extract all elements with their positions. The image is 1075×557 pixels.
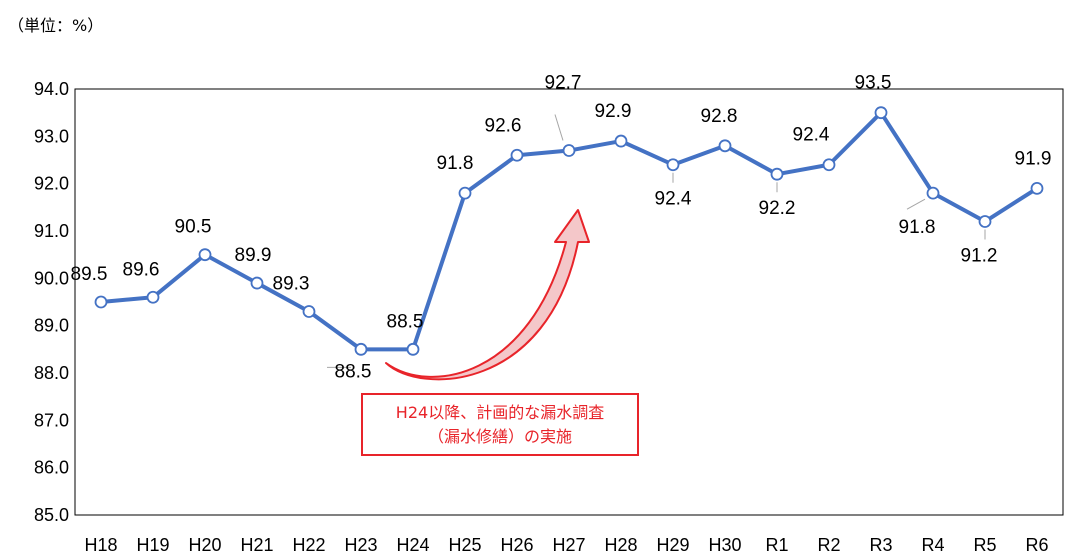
data-point-marker [406,342,420,356]
data-label: 92.4 [655,189,692,210]
data-label: 88.5 [387,311,424,332]
curved-arrow-icon [385,209,590,381]
y-tick-label: 85.0 [34,505,69,525]
data-point-marker [250,276,264,290]
data-point-marker [718,139,732,153]
data-point-marker [1030,181,1044,195]
unit-label: （単位：%） [8,16,104,35]
x-tick-label: H22 [292,535,325,555]
x-tick-label: H19 [136,535,169,555]
curved-arrow-shape [385,209,590,381]
annotation-line-1: H24以降、計画的な漏水調査 [395,403,605,422]
label-leader-lines [327,114,986,368]
data-label: 89.5 [71,264,108,285]
data-point-marker [562,144,576,157]
chart-axes [74,88,1064,516]
data-point-marker [614,134,628,148]
y-tick-label: 91.0 [34,221,69,241]
data-label: 91.8 [437,153,474,174]
y-tick-label: 92.0 [34,174,69,194]
data-label: 92.9 [595,101,632,122]
data-point-marker [874,106,888,120]
data-point-marker [354,342,368,356]
x-tick-label: H26 [500,535,533,555]
data-label: 89.6 [123,259,160,280]
data-label: 90.5 [175,217,212,238]
y-tick-label: 90.0 [34,268,69,288]
x-tick-label: R3 [869,535,892,555]
x-tick-label: H27 [552,535,585,555]
data-label: 93.5 [855,73,892,94]
x-tick-label: R6 [1025,535,1048,555]
x-tick-label: R1 [765,535,788,555]
data-label: 92.8 [701,106,738,127]
x-tick-label: H23 [344,535,377,555]
data-point-marker [666,158,680,172]
data-point-marker [822,158,836,172]
label-leader-line [906,198,926,210]
data-label: 92.6 [485,115,522,136]
y-tick-label: 88.0 [34,363,69,383]
data-label: 92.4 [793,125,830,146]
plot-area-border [74,88,1064,516]
data-label: 89.9 [235,245,272,266]
y-tick-label: 94.0 [34,79,69,99]
data-label: 89.3 [273,273,310,294]
x-axis-tick-labels: H18 H19 H20 H21 H22 H23 H24 H25 H26 H27 H28 H29 H30 R… [84,535,1048,555]
data-point-marker [510,148,524,162]
data-point-marker [146,290,160,304]
x-tick-label: R4 [921,535,944,555]
annotation-callout-box: H24以降、計画的な漏水調査 （漏水修繕）の実施 [361,393,639,456]
y-axis-tick-labels: 85.0 86.0 87.0 88.0 89.0 90.0 91.0 92.0 93.0 94.0 [34,79,69,525]
data-point-marker [458,186,472,200]
data-point-marker [302,305,316,318]
data-label: 91.2 [961,246,998,267]
x-tick-label: H20 [188,535,221,555]
data-label: 91.8 [899,217,936,238]
x-tick-label: H18 [84,535,117,555]
data-label: 92.2 [759,198,796,219]
x-tick-label: H21 [240,535,273,555]
x-tick-label: R5 [973,535,996,555]
data-point-marker [94,295,108,309]
x-tick-label: H24 [396,535,429,555]
label-leader-line [554,114,564,141]
y-tick-label: 86.0 [34,458,69,478]
data-labels: 89.5 89.6 90.5 89.989.3 88.5 88.5 91.8 92.6 92.7… [71,73,1052,383]
data-label: 91.9 [1015,148,1052,169]
y-tick-label: 89.0 [34,316,69,336]
data-point-marker [770,167,784,181]
x-tick-label: H25 [448,535,481,555]
data-point-marker [198,248,212,262]
series-markers [94,106,1044,356]
data-label: 92.7 [545,73,582,94]
y-tick-label: 93.0 [34,126,69,146]
data-point-marker [926,186,940,200]
y-tick-label: 87.0 [34,410,69,430]
x-tick-label: H29 [656,535,689,555]
data-point-marker [978,215,992,228]
x-tick-label: H30 [708,535,741,555]
data-label: 88.5 [335,361,372,382]
x-tick-label: H28 [604,535,637,555]
annotation-line-2: （漏水修繕）の実施 [427,427,572,446]
x-tick-label: R2 [817,535,840,555]
